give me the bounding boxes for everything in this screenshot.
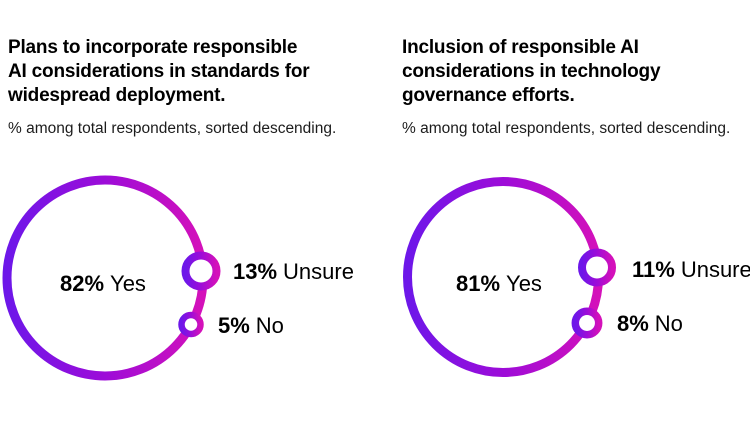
left-no-label: 5% No [218, 313, 284, 339]
left-no-category: No [255, 313, 284, 338]
right-no-label: 8% No [617, 311, 683, 337]
left-chart-title: Plans to incorporate responsible AI cons… [8, 36, 353, 108]
right-unsure-label: 11% Unsure [632, 257, 750, 283]
left-yes-value: 82% [60, 271, 105, 296]
right-unsure-circle [578, 248, 616, 287]
left-chart-title-line3: widespread deployment. [8, 85, 226, 106]
right-chart-title-line1: Inclusion of responsible AI [402, 37, 639, 58]
right-unsure-value: 11% [632, 257, 675, 282]
left-unsure-category: Unsure [283, 259, 354, 284]
left-unsure-circle [181, 251, 221, 291]
left-chart-title-line2: AI considerations in standards for [8, 61, 310, 82]
left-yes-label: 82% Yes [60, 271, 146, 297]
left-chart-title-line1: Plans to incorporate responsible [8, 37, 298, 58]
right-chart-title-line2: considerations in technology [402, 61, 661, 82]
right-yes-label: 81% Yes [456, 271, 542, 297]
left-no-value: 5% [218, 313, 250, 338]
right-chart-title-line3: governance efforts. [402, 85, 575, 106]
left-unsure-value: 13% [233, 259, 278, 284]
right-no-category: No [654, 311, 683, 336]
right-unsure-category: Unsure [680, 257, 750, 282]
left-no-circle [178, 311, 204, 338]
right-chart-title: Inclusion of responsible AI consideratio… [402, 36, 732, 108]
left-chart-subtitle: % among total respondents, sorted descen… [8, 120, 337, 137]
left-yes-category: Yes [110, 271, 146, 296]
right-yes-category: Yes [506, 271, 542, 296]
left-unsure-label: 13% Unsure [233, 259, 354, 285]
right-no-value: 8% [617, 311, 649, 336]
right-no-circle [571, 307, 603, 339]
right-chart-subtitle: % among total respondents, sorted descen… [402, 120, 731, 137]
right-yes-value: 81% [456, 271, 501, 296]
